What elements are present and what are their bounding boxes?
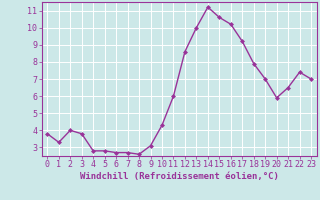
X-axis label: Windchill (Refroidissement éolien,°C): Windchill (Refroidissement éolien,°C): [80, 172, 279, 181]
